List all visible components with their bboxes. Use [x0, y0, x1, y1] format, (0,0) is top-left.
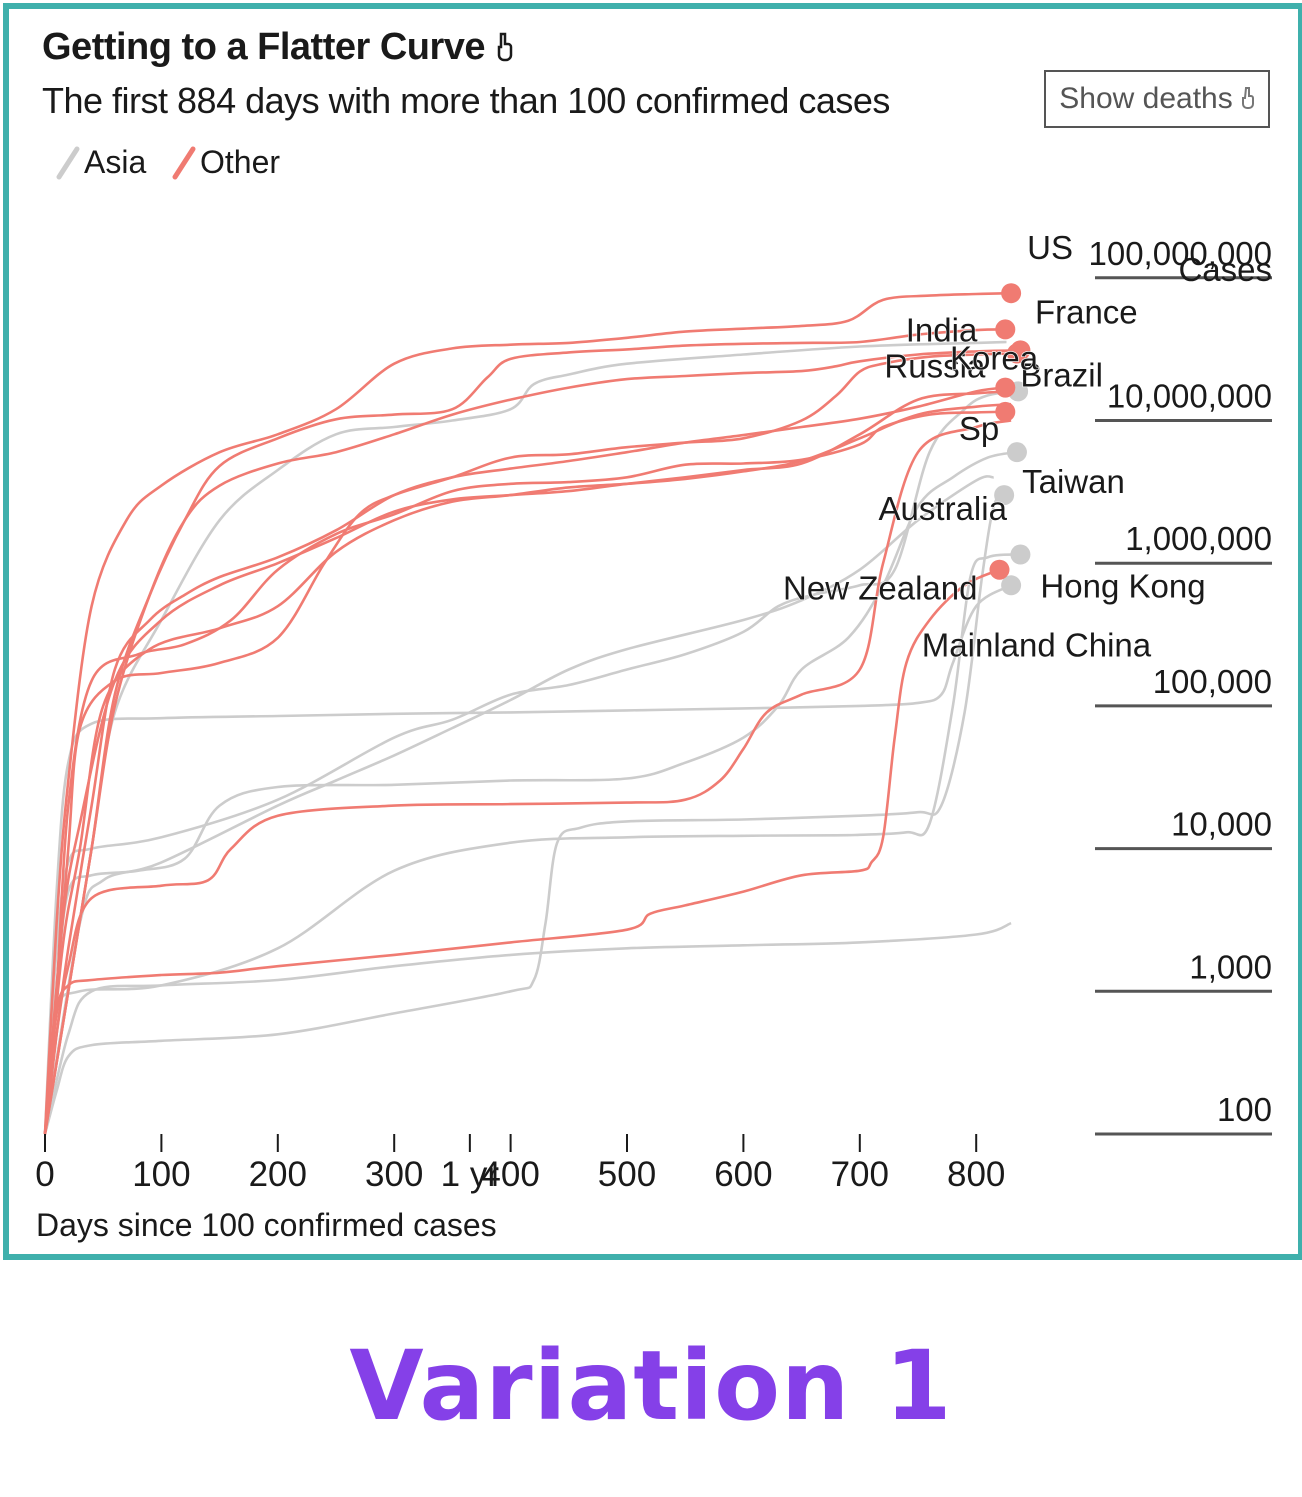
x-tick-label: 300: [365, 1155, 423, 1194]
y-tick-label: 100: [1217, 1091, 1272, 1128]
point-label-spain: Sp: [959, 410, 999, 447]
end-dot-russia[interactable]: [995, 377, 1016, 398]
series-line-france[interactable]: [43, 352, 1017, 1135]
point-label-us: US: [1027, 229, 1073, 266]
series-line-us[interactable]: [43, 291, 1012, 1135]
pointer-hand-icon: [497, 32, 513, 62]
x-tick-label: 500: [598, 1155, 656, 1194]
legend-item-asia[interactable]: Asia: [56, 144, 146, 181]
point-label-india: India: [906, 311, 978, 348]
x-axis: 0 100 200 300 400 500 600 700 800 1 yr: [35, 1134, 1005, 1194]
y-tick-label: 100,000: [1153, 663, 1272, 700]
series-line-new-zealand[interactable]: [43, 568, 1001, 1135]
point-label-hong-kong: Hong Kong: [1040, 568, 1205, 605]
chart-plot: 100 1,000 10,000 100,000 1,000,000 10,000,000…: [35, 229, 1272, 1243]
series-line-australia[interactable]: [43, 450, 1018, 1135]
series-line-unlabeled-12[interactable]: [43, 340, 1007, 1135]
end-dot-brazil[interactable]: [1010, 340, 1031, 361]
legend-swatch-asia: [56, 146, 80, 179]
point-label-new-zealand: New Zealand: [783, 570, 977, 607]
end-dot-taiwan[interactable]: [994, 485, 1015, 506]
legend-label-asia: Asia: [84, 144, 147, 180]
series-line-russia[interactable]: [43, 386, 1006, 1135]
y-tick-label: 1,000: [1189, 948, 1272, 985]
series-line-korea[interactable]: [43, 390, 1019, 1135]
series-line-unlabeled-14[interactable]: [43, 921, 1012, 1135]
x-tick-label: 100: [132, 1155, 190, 1194]
chart-frame: [3, 3, 1302, 1260]
point-label-brazil: Brazil: [1020, 356, 1103, 393]
y-axis-title: Cases: [1178, 251, 1272, 288]
end-dot-us[interactable]: [1001, 283, 1022, 304]
point-labels: US India France Brazil Sp Australia RussiaKore…: [782, 229, 1206, 664]
y-tick-label: 10,000,000: [1107, 378, 1272, 415]
chart-title: Getting to a Flatter Curve: [42, 26, 513, 69]
x-tick-label: 600: [714, 1155, 772, 1194]
point-label-mainland-china: Mainland China: [922, 626, 1152, 663]
series-line-unlabeled-17[interactable]: [43, 419, 1012, 1135]
end-dot-hong-kong[interactable]: [1010, 544, 1031, 565]
series-line-unlabeled-15[interactable]: [43, 390, 1012, 1135]
pointer-hand-icon: [1241, 87, 1254, 109]
legend-label-other: Other: [200, 144, 281, 180]
series-line-unlabeled-13[interactable]: [43, 475, 994, 1135]
x-tick-label: 200: [249, 1155, 307, 1194]
y-tick-label: 10,000: [1171, 806, 1272, 843]
show-deaths-label: Show deaths: [1059, 82, 1233, 115]
y-axis: 100 1,000 10,000 100,000 1,000,000 10,000,000…: [1088, 235, 1272, 1136]
end-dot-india[interactable]: [995, 319, 1016, 340]
y-tick-label: 100,000,000: [1088, 235, 1272, 272]
series-line-taiwan[interactable]: [43, 493, 1006, 1135]
x-axis-title: Days since 100 confirmed cases: [36, 1207, 497, 1243]
point-label-korea: Korea: [950, 339, 1039, 376]
series-line-hong-kong[interactable]: [43, 553, 1021, 1135]
end-dot-new-zealand[interactable]: [989, 559, 1010, 580]
end-dot-mainland-china[interactable]: [1001, 575, 1022, 596]
variation-caption: Variation 1: [349, 1330, 953, 1442]
end-dot-spain[interactable]: [995, 401, 1016, 422]
one-year-label: 1 yr: [441, 1155, 500, 1194]
legend-swatch-other: [172, 146, 196, 179]
series-line-brazil[interactable]: [43, 349, 1021, 1135]
series-line-mainland-china[interactable]: [43, 584, 1012, 1135]
y-tick-label: 1,000,000: [1125, 520, 1272, 557]
chart-subtitle: The first 884 days with more than 100 co…: [42, 80, 890, 121]
point-label-taiwan: Taiwan: [1022, 463, 1125, 500]
show-deaths-button[interactable]: Show deaths: [1044, 70, 1270, 128]
x-tick-label: 0: [35, 1155, 54, 1194]
x-tick-label: 400: [481, 1155, 539, 1194]
series-lines: [43, 291, 1021, 1135]
series-line-india[interactable]: [43, 328, 1006, 1135]
legend-item-other[interactable]: Other: [172, 144, 280, 181]
end-dot-australia[interactable]: [1006, 442, 1027, 463]
series-end-dots: [989, 283, 1031, 596]
point-label-france: France: [1035, 293, 1138, 330]
series-line-spain[interactable]: [43, 410, 1006, 1135]
x-tick-label: 800: [947, 1155, 1005, 1194]
series-line-unlabeled-16[interactable]: [43, 402, 1012, 1135]
point-label-russia: Russia: [884, 348, 986, 385]
chart-title-text: Getting to a Flatter Curve: [42, 26, 486, 68]
point-label-australia: Australia: [879, 490, 1008, 527]
x-tick-label: 700: [831, 1155, 889, 1194]
